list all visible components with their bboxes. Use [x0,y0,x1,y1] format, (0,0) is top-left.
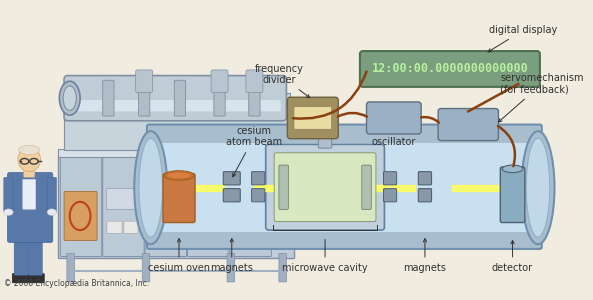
FancyBboxPatch shape [145,158,187,256]
FancyBboxPatch shape [237,203,264,222]
FancyBboxPatch shape [60,158,102,256]
FancyBboxPatch shape [248,80,260,116]
FancyBboxPatch shape [211,70,228,92]
FancyBboxPatch shape [163,174,195,223]
FancyBboxPatch shape [384,189,397,202]
Text: cesium oven: cesium oven [148,239,210,273]
FancyBboxPatch shape [187,158,229,256]
FancyBboxPatch shape [227,254,235,282]
FancyBboxPatch shape [103,158,144,256]
FancyBboxPatch shape [24,166,35,177]
FancyBboxPatch shape [418,189,432,202]
FancyBboxPatch shape [59,149,294,157]
FancyBboxPatch shape [224,172,240,185]
FancyBboxPatch shape [366,102,421,134]
Text: magnets: magnets [211,239,253,273]
FancyBboxPatch shape [70,100,280,111]
Text: magnets: magnets [403,239,447,273]
FancyBboxPatch shape [251,172,264,185]
FancyBboxPatch shape [4,177,13,212]
FancyBboxPatch shape [214,80,225,116]
FancyBboxPatch shape [500,167,525,223]
FancyBboxPatch shape [64,76,286,121]
Ellipse shape [59,81,80,115]
FancyBboxPatch shape [384,172,397,185]
FancyBboxPatch shape [14,238,28,275]
FancyBboxPatch shape [438,109,499,141]
FancyBboxPatch shape [107,189,139,209]
Text: cesium
atom beam: cesium atom beam [227,126,282,177]
FancyBboxPatch shape [279,165,288,209]
FancyBboxPatch shape [59,155,294,258]
FancyBboxPatch shape [251,189,264,202]
FancyBboxPatch shape [124,221,138,233]
FancyBboxPatch shape [418,172,432,185]
Text: detector: detector [492,241,533,273]
Text: digital display: digital display [488,25,558,52]
FancyBboxPatch shape [362,165,371,209]
FancyBboxPatch shape [107,221,122,233]
FancyBboxPatch shape [64,94,290,150]
Text: © 2008 Encyclopædia Britannica, Inc.: © 2008 Encyclopædia Britannica, Inc. [4,279,149,288]
FancyBboxPatch shape [294,107,331,129]
FancyBboxPatch shape [149,158,183,241]
FancyBboxPatch shape [23,179,36,209]
FancyBboxPatch shape [139,80,150,116]
FancyBboxPatch shape [64,191,97,241]
FancyBboxPatch shape [47,177,56,212]
FancyBboxPatch shape [274,153,376,222]
Ellipse shape [18,147,40,172]
FancyBboxPatch shape [147,228,542,249]
Ellipse shape [502,165,523,172]
Ellipse shape [63,86,76,110]
FancyBboxPatch shape [67,254,75,282]
Ellipse shape [139,138,162,237]
Ellipse shape [19,145,40,155]
FancyBboxPatch shape [234,158,267,241]
Ellipse shape [134,131,167,244]
FancyBboxPatch shape [360,51,540,87]
FancyBboxPatch shape [8,172,53,242]
FancyBboxPatch shape [152,203,179,222]
Text: 12:00:00.0000000000000: 12:00:00.0000000000000 [372,62,528,76]
FancyBboxPatch shape [12,273,29,283]
FancyBboxPatch shape [266,144,384,230]
FancyBboxPatch shape [136,70,152,92]
Ellipse shape [521,131,554,244]
FancyBboxPatch shape [192,158,225,241]
FancyBboxPatch shape [103,80,114,116]
Text: frequency
divider: frequency divider [254,64,310,98]
Ellipse shape [526,138,550,237]
FancyBboxPatch shape [147,124,542,145]
Ellipse shape [47,209,56,215]
FancyBboxPatch shape [246,70,263,92]
Text: microwave cavity: microwave cavity [282,239,368,273]
FancyBboxPatch shape [142,254,150,282]
FancyBboxPatch shape [149,143,540,232]
Ellipse shape [168,172,190,178]
FancyBboxPatch shape [28,238,42,275]
FancyBboxPatch shape [288,97,338,139]
FancyBboxPatch shape [174,80,186,116]
FancyBboxPatch shape [318,125,331,148]
FancyBboxPatch shape [29,273,44,283]
FancyBboxPatch shape [224,189,240,202]
FancyBboxPatch shape [195,203,221,222]
FancyBboxPatch shape [279,254,286,282]
Ellipse shape [164,171,194,180]
Text: servomechanism
(for feedback): servomechanism (for feedback) [499,73,584,122]
FancyBboxPatch shape [230,158,272,256]
Text: oscillator: oscillator [372,137,416,147]
Ellipse shape [4,209,13,215]
